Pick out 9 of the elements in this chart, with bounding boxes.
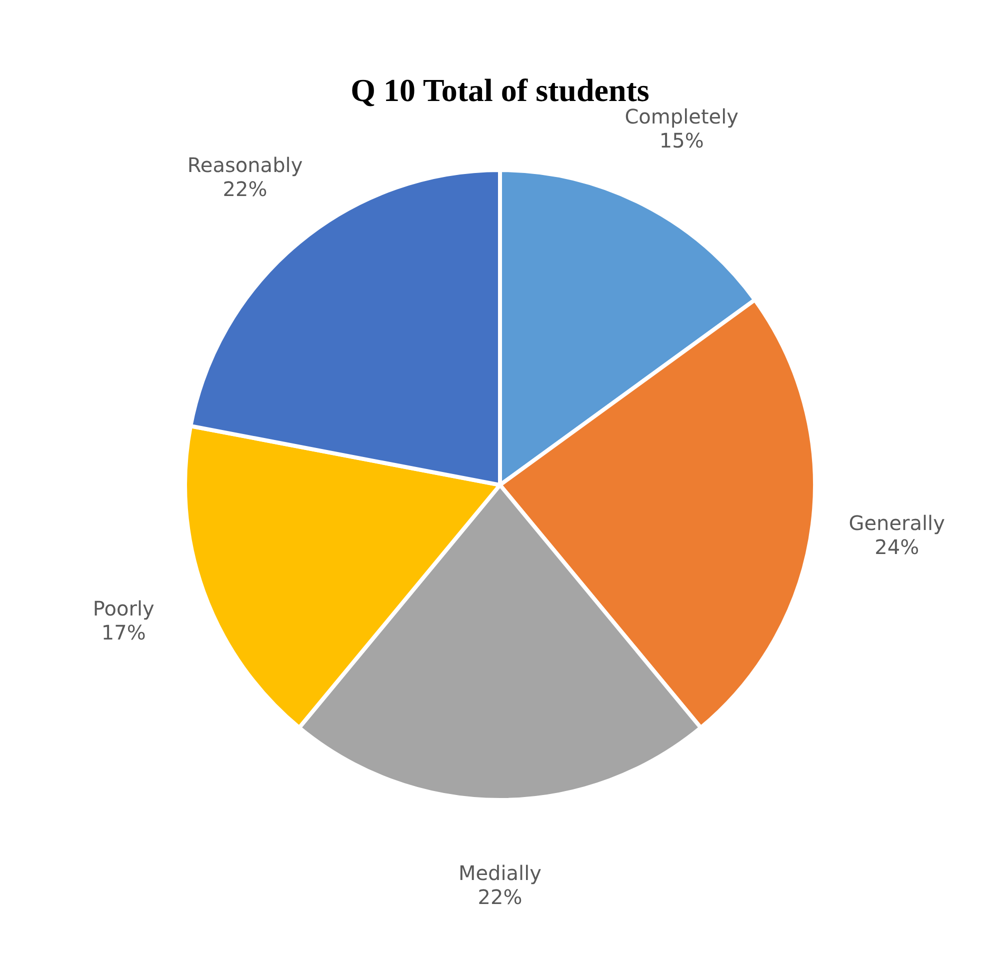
slice-label: Reasonably [187, 152, 303, 177]
slice-label: Medially [458, 861, 542, 885]
slice-label: Poorly [92, 596, 155, 620]
data-label: 22% [478, 885, 522, 909]
slice-label: Generally [848, 511, 946, 536]
data-label: 22% [222, 176, 268, 201]
data-label: 24% [874, 535, 920, 560]
data-label: 17% [101, 620, 146, 644]
data-label: 15% [659, 128, 704, 153]
